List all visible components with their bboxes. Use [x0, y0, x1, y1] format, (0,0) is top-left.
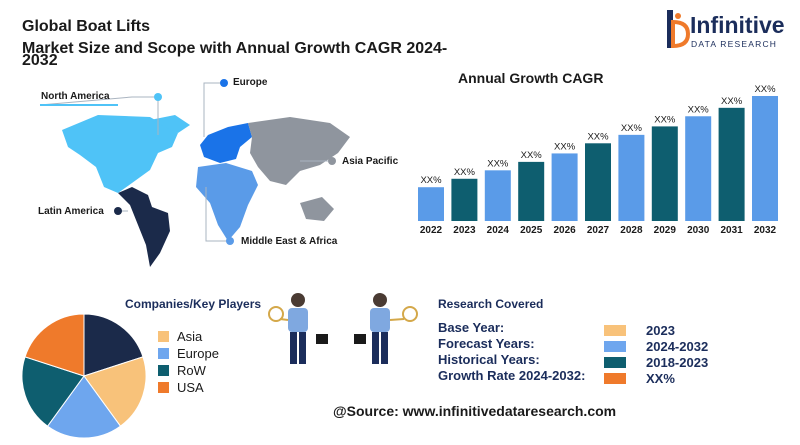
x-tick-label: 2025	[520, 225, 543, 236]
title-year-overlap: 2032	[22, 52, 58, 69]
bar-data-label: XX%	[688, 104, 710, 115]
world-map	[39, 79, 350, 267]
cagr-bar-chart: XX% 2022 XX% 2023 XX% 2024 XX% 2025 XX% 2026 XX% 20…	[418, 84, 778, 236]
region-label-latin-america: Latin America	[38, 206, 104, 217]
logo-mark-icon	[667, 10, 691, 49]
map-europe	[200, 123, 252, 163]
region-label-asia-pacific: Asia Pacific	[342, 156, 399, 167]
research-row-label: Base Year:	[438, 320, 505, 335]
x-tick-label: 2026	[553, 225, 576, 236]
region-label-europe: Europe	[233, 77, 268, 88]
legend-swatch	[158, 348, 169, 359]
research-row-value: 2024-2032	[646, 339, 709, 354]
pie-chart-title: Companies/Key Players	[125, 297, 262, 311]
bar-chart-title: Annual Growth CAGR	[458, 70, 604, 86]
company-logo: Infinitive DATA RESEARCH	[664, 8, 785, 52]
map-middle-east-africa	[196, 163, 258, 241]
research-row-label: Historical Years:	[438, 352, 540, 367]
research-row-value: XX%	[646, 371, 675, 386]
legend-label: RoW	[177, 363, 206, 378]
businessman-right-icon	[354, 293, 418, 364]
research-row-swatch	[604, 373, 626, 384]
pie-slice	[83, 356, 147, 427]
bar-2026	[551, 153, 578, 221]
research-row-value: 2018-2023	[646, 355, 709, 370]
pie-slice	[46, 375, 122, 439]
legend-label: Asia	[177, 329, 203, 344]
pie-slice	[24, 313, 85, 377]
legend-label: Europe	[177, 346, 219, 361]
research-row-swatch	[604, 325, 626, 336]
region-label-middle-east-africa: Middle East & Africa	[241, 236, 338, 247]
title-line2: Market Size and Scope with Annual Growth…	[22, 40, 492, 69]
x-tick-label: 2029	[654, 225, 677, 236]
bar-data-label: XX%	[654, 114, 676, 125]
bar-data-label: XX%	[521, 150, 543, 161]
x-tick-label: 2030	[687, 225, 710, 236]
x-tick-label: 2023	[453, 225, 476, 236]
bar-2028	[618, 134, 645, 221]
bar-data-label: XX%	[454, 167, 476, 178]
bar-data-label: XX%	[587, 131, 609, 142]
x-tick-label: 2032	[754, 225, 777, 236]
bar-data-label: XX%	[554, 141, 576, 152]
title-line2-text: Market Size and Scope with Annual Growth…	[22, 40, 448, 57]
bar-2024	[484, 170, 511, 221]
title-line1: Global Boat Lifts	[22, 18, 150, 35]
companies-pie-chart	[21, 313, 147, 439]
bar-2023	[451, 178, 478, 221]
pie-slice	[83, 313, 144, 377]
map-asia-pacific	[248, 117, 350, 185]
legend-swatch	[158, 365, 169, 376]
bar-data-label: XX%	[621, 123, 643, 134]
bar-2025	[518, 161, 545, 221]
x-tick-label: 2024	[487, 225, 510, 236]
pie-slice	[21, 356, 85, 427]
x-tick-label: 2027	[587, 225, 610, 236]
research-title: Research Covered	[438, 297, 544, 311]
bar-2031	[718, 107, 745, 221]
map-latin-america	[118, 187, 170, 267]
research-row-value: 2023	[646, 323, 675, 338]
source-text: @Source: www.infinitivedataresearch.com	[333, 403, 617, 419]
region-label-north-america: North America	[41, 91, 110, 102]
research-row-swatch	[604, 341, 626, 352]
logo-subtitle: DATA RESEARCH	[691, 39, 778, 49]
bar-2022	[418, 187, 444, 221]
research-row-label: Forecast Years:	[438, 336, 535, 351]
bar-2027	[585, 143, 611, 221]
pie-legend-item: RoW	[158, 363, 206, 378]
map-north-america	[62, 115, 178, 193]
logo-brand: Infinitive	[690, 12, 785, 38]
bar-data-label: XX%	[721, 96, 743, 107]
legend-label: USA	[177, 380, 204, 395]
research-row-label: Growth Rate 2024-2032:	[438, 368, 586, 383]
pie-legend-item: Europe	[158, 346, 219, 361]
bar-2032	[752, 96, 778, 221]
legend-swatch	[158, 382, 169, 393]
bar-data-label: XX%	[487, 158, 509, 169]
bar-2029	[651, 126, 678, 221]
businessmen-illustration	[268, 293, 418, 364]
x-tick-label: 2031	[720, 225, 743, 236]
research-row-swatch	[604, 357, 626, 368]
businessman-left-icon	[268, 293, 328, 364]
pie-legend-item: USA	[158, 380, 204, 395]
bar-data-label: XX%	[754, 84, 776, 95]
x-tick-label: 2028	[620, 225, 643, 236]
bar-data-label: XX%	[420, 175, 442, 186]
bar-2030	[685, 116, 712, 221]
pie-legend-item: Asia	[158, 329, 202, 344]
legend-swatch	[158, 331, 169, 342]
x-tick-label: 2022	[420, 225, 443, 236]
